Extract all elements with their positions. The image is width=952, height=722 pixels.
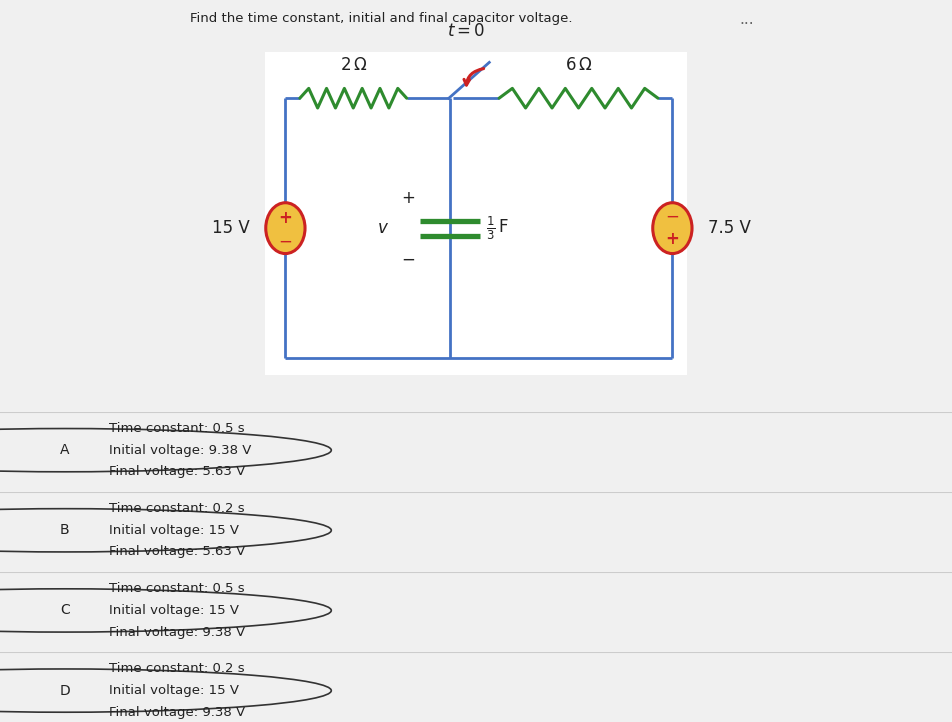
Text: 15 V: 15 V: [212, 219, 249, 237]
Text: Find the time constant, initial and final capacitor voltage.: Find the time constant, initial and fina…: [189, 12, 572, 25]
Text: Final voltage: 5.63 V: Final voltage: 5.63 V: [109, 465, 246, 478]
Text: B: B: [60, 523, 69, 537]
Text: D: D: [59, 684, 70, 697]
Text: $-$: $-$: [278, 232, 292, 250]
Text: Time constant: 0.5 s: Time constant: 0.5 s: [109, 422, 245, 435]
Text: Time constant: 0.2 s: Time constant: 0.2 s: [109, 663, 245, 676]
Text: +: +: [665, 230, 680, 248]
Text: Initial voltage: 15 V: Initial voltage: 15 V: [109, 523, 240, 537]
Text: 7.5 V: 7.5 V: [708, 219, 751, 237]
Text: ...: ...: [740, 12, 754, 27]
Text: Final voltage: 5.63 V: Final voltage: 5.63 V: [109, 545, 246, 558]
Text: +: +: [402, 189, 415, 207]
Ellipse shape: [653, 203, 692, 253]
Text: +: +: [278, 209, 292, 227]
Text: $2\,\Omega$: $2\,\Omega$: [340, 56, 367, 74]
FancyBboxPatch shape: [266, 52, 686, 375]
Text: Time constant: 0.5 s: Time constant: 0.5 s: [109, 583, 245, 596]
Text: Initial voltage: 15 V: Initial voltage: 15 V: [109, 684, 240, 697]
Text: Final voltage: 9.38 V: Final voltage: 9.38 V: [109, 705, 246, 718]
Text: $6\,\Omega$: $6\,\Omega$: [565, 56, 592, 74]
Text: A: A: [60, 443, 69, 457]
Ellipse shape: [266, 203, 305, 253]
Text: $-$: $-$: [402, 249, 415, 267]
Text: $v$: $v$: [377, 219, 389, 237]
Text: $t = 0$: $t = 0$: [447, 22, 486, 40]
Text: Initial voltage: 15 V: Initial voltage: 15 V: [109, 604, 240, 617]
Text: C: C: [60, 604, 69, 617]
Text: Time constant: 0.2 s: Time constant: 0.2 s: [109, 503, 245, 516]
Text: Final voltage: 9.38 V: Final voltage: 9.38 V: [109, 625, 246, 638]
Text: $-$: $-$: [665, 206, 680, 225]
Text: $\frac{1}{3}\,\mathrm{F}$: $\frac{1}{3}\,\mathrm{F}$: [486, 214, 508, 242]
Text: Initial voltage: 9.38 V: Initial voltage: 9.38 V: [109, 443, 252, 457]
